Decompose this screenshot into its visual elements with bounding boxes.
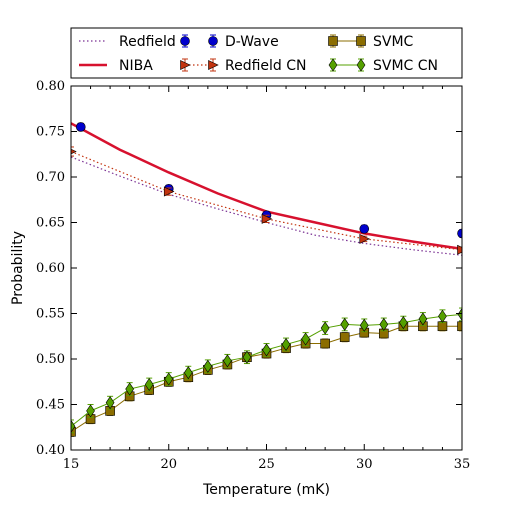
data-point [356,58,366,72]
data-point [164,372,174,386]
series-line [71,122,462,251]
legend-label: SVMC CN [373,58,438,74]
y-tick-label: 0.70 [36,170,65,185]
data-point [359,233,370,244]
data-point [457,244,462,255]
data-point [379,317,389,331]
x-tick-label: 25 [258,457,275,472]
data-point [398,316,408,330]
data-point [359,224,370,234]
data-point [320,338,330,349]
y-tick-label: 0.50 [36,352,65,367]
y-axis-label: Probability [10,231,26,305]
series-svmc-cn [71,307,462,434]
series-line [71,150,462,251]
legend-item: NIBA [79,58,153,74]
x-tick-label: 35 [454,457,471,472]
data-point [356,36,366,46]
data-point [359,318,369,332]
data-point [339,332,350,342]
data-point [208,60,219,70]
series-redfield-cn [71,146,462,255]
data-point [301,332,310,346]
data-point [457,307,462,321]
data-point [183,366,193,380]
data-point [71,426,76,437]
legend: Redfield NIBA D-Wave Redfield CN SVMC SVMC CN [70,27,463,79]
legend-label: D-Wave [225,34,279,50]
data-point [105,396,115,410]
data-point [75,122,86,132]
series-d-wave [75,122,462,239]
data-point [223,354,232,368]
data-point [86,404,95,418]
legend-label: Redfield CN [225,58,307,74]
data-point [163,186,175,197]
data-point [320,321,330,335]
legend-label: SVMC [373,34,414,50]
data-point [261,213,273,224]
axis-ticks: 15 20 25 30 35 0.40 0.45 0.50 0.55 0.60 0.65 0.70 0.… [36,79,470,472]
legend-item: D-Wave [180,34,279,50]
legend-label: Redfield [119,34,176,50]
data-point [418,312,428,326]
legend-item: SVMC [328,34,414,50]
data-point [71,419,76,433]
y-tick-label: 0.45 [36,398,65,413]
data-point [457,321,462,332]
data-point [180,36,190,46]
plot-area [71,122,462,437]
y-tick-label: 0.55 [36,307,65,322]
data-point [242,350,252,364]
data-point [281,337,291,351]
series-line [71,325,462,433]
legend-item: SVMC CN [328,58,438,74]
data-point [180,60,191,70]
data-point [203,359,213,373]
y-tick-label: 0.40 [36,443,65,458]
data-point [457,228,462,239]
y-tick-label: 0.60 [36,261,65,276]
y-tick-label: 0.75 [36,125,65,140]
legend-label: NIBA [119,58,153,74]
data-point [208,36,218,46]
series-svmc [71,321,462,437]
x-tick-label: 15 [63,457,80,472]
data-point [328,58,338,72]
legend-item: Redfield CN [180,58,307,74]
data-point [328,36,338,46]
legend-box [70,27,463,79]
x-tick-label: 20 [160,457,177,472]
data-point [144,377,154,392]
data-point [125,382,135,396]
series-niba [71,122,462,251]
data-point [438,309,447,323]
x-axis-label: Temperature (mK) [202,482,330,498]
legend-item: Redfield [79,34,176,50]
y-tick-label: 0.80 [36,79,65,94]
data-point [340,317,350,331]
y-tick-label: 0.65 [36,216,65,231]
data-point [262,343,271,357]
x-tick-label: 30 [356,457,373,472]
